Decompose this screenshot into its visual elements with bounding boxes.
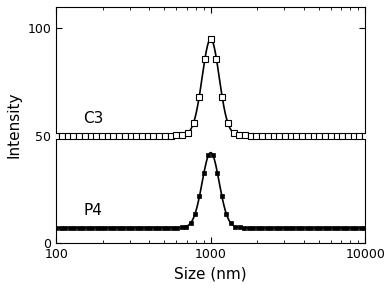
Text: P4: P4 [83,203,102,218]
Text: C3: C3 [83,111,104,126]
X-axis label: Size (nm): Size (nm) [174,266,247,281]
Y-axis label: Intensity: Intensity [7,92,22,158]
